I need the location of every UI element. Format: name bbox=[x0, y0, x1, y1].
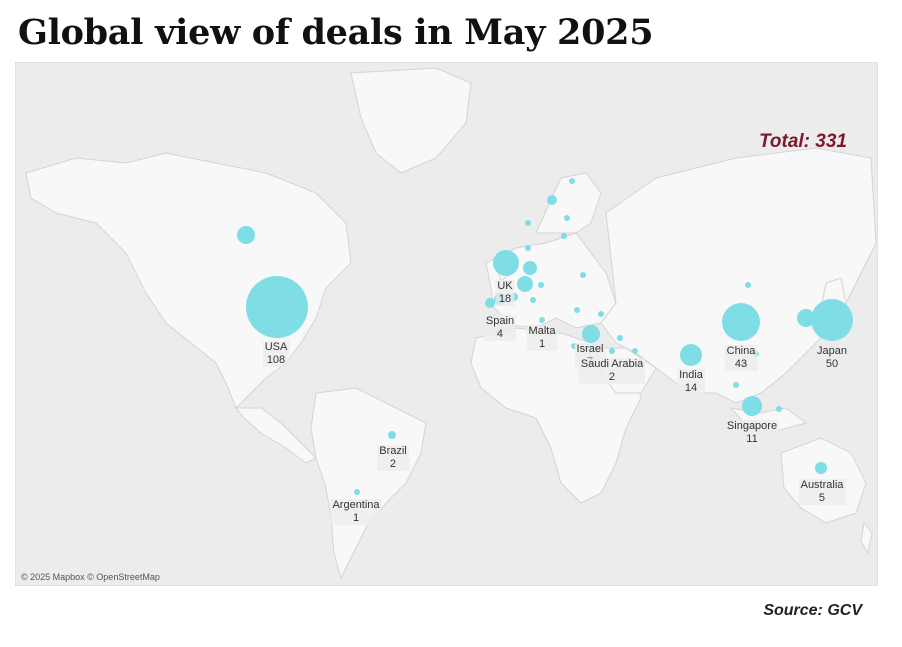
country-count: 14 bbox=[677, 382, 705, 395]
country-name: Saudi Arabia bbox=[578, 358, 646, 371]
country-count: 50 bbox=[815, 358, 849, 371]
bubble-malaysia bbox=[733, 382, 739, 388]
country-label[interactable]: Saudi Arabia 2 bbox=[578, 358, 646, 384]
bubble-greece bbox=[574, 307, 580, 313]
bubble-canada bbox=[237, 226, 255, 244]
country-count: 2 bbox=[377, 458, 409, 471]
bubble-italy bbox=[530, 297, 536, 303]
country-count: 1 bbox=[526, 338, 558, 351]
landmass-new-zealand bbox=[860, 521, 873, 555]
deal-bubbles bbox=[237, 178, 853, 495]
bubble-norway bbox=[525, 220, 531, 226]
map-canvas bbox=[25, 67, 877, 580]
bubble-china bbox=[722, 303, 760, 341]
country-label[interactable]: Malta 1 bbox=[526, 325, 558, 351]
bubble-denmark bbox=[525, 245, 531, 251]
bubble-austria bbox=[538, 282, 544, 288]
country-label[interactable]: China 43 bbox=[724, 345, 758, 371]
country-name: UK bbox=[495, 280, 515, 293]
bubble-turkey bbox=[598, 311, 604, 317]
country-name: China bbox=[724, 345, 758, 358]
bubble-australia bbox=[815, 462, 827, 474]
country-label[interactable]: UK 18 bbox=[495, 280, 515, 306]
country-count: 11 bbox=[724, 433, 780, 446]
bubble-qatar bbox=[617, 335, 623, 341]
country-count: 18 bbox=[495, 293, 515, 306]
country-label[interactable]: Brazil 2 bbox=[377, 445, 409, 471]
country-count: 2 bbox=[578, 371, 646, 384]
bubble-japan bbox=[811, 299, 853, 341]
country-name: Singapore bbox=[724, 420, 780, 433]
landmass-scandinavia bbox=[535, 172, 602, 234]
bubble-argentina bbox=[354, 489, 360, 495]
bubble-korea bbox=[797, 309, 815, 327]
bubble-spain bbox=[485, 298, 495, 308]
country-name: Argentina bbox=[330, 499, 382, 512]
country-count: 43 bbox=[724, 358, 758, 371]
country-name: Spain bbox=[483, 315, 517, 328]
country-name: USA bbox=[262, 341, 290, 354]
bubble-uk bbox=[493, 250, 519, 276]
country-label[interactable]: Argentina 1 bbox=[330, 499, 382, 525]
bubble-indonesia bbox=[776, 406, 782, 412]
bubble-usa bbox=[246, 276, 308, 338]
country-label[interactable]: Japan 50 bbox=[815, 345, 849, 371]
page-title: Global view of deals in May 2025 bbox=[18, 12, 654, 53]
bubble-malta bbox=[539, 317, 545, 323]
country-count: 5 bbox=[798, 492, 846, 505]
map-attribution[interactable]: © 2025 Mapbox © OpenStreetMap bbox=[21, 572, 160, 582]
country-label[interactable]: Spain 4 bbox=[483, 315, 517, 341]
bubble-estonia bbox=[564, 215, 570, 221]
bubble-sweden bbox=[547, 195, 557, 205]
landmass-asia bbox=[600, 147, 877, 404]
country-name: Israel bbox=[574, 343, 606, 356]
country-name: Brazil bbox=[377, 445, 409, 458]
bubble-singapore bbox=[742, 396, 762, 416]
bubble-hungary bbox=[580, 272, 586, 278]
bubble-finland bbox=[569, 178, 575, 184]
bubble-kazakhstan bbox=[745, 282, 751, 288]
country-count: 4 bbox=[483, 328, 517, 341]
landmass-north-america bbox=[25, 152, 352, 409]
bubble-germany bbox=[517, 276, 533, 292]
country-label[interactable]: Australia 5 bbox=[798, 479, 846, 505]
country-label[interactable]: USA 108 bbox=[262, 341, 290, 367]
bubble-netherlands bbox=[523, 261, 537, 275]
country-count: 1 bbox=[330, 512, 382, 525]
landmass-greenland bbox=[350, 67, 472, 174]
country-name: India bbox=[677, 369, 705, 382]
bubble-poland bbox=[561, 233, 567, 239]
bubble-israel bbox=[582, 325, 600, 343]
bubble-brazil bbox=[388, 431, 396, 439]
source-note: Source: GCV bbox=[763, 602, 862, 619]
country-name: Malta bbox=[526, 325, 558, 338]
landmass-central-america bbox=[234, 407, 317, 464]
country-label[interactable]: Singapore 11 bbox=[724, 420, 780, 446]
bubble-uae bbox=[632, 348, 638, 354]
bubble-india bbox=[680, 344, 702, 366]
world-map[interactable]: Total: 331 USA 108 UK 18 Spain 4 Malta 1… bbox=[15, 62, 878, 586]
country-name: Australia bbox=[798, 479, 846, 492]
landmass-south-america bbox=[310, 387, 427, 580]
country-count: 108 bbox=[262, 354, 290, 367]
country-name: Japan bbox=[815, 345, 849, 358]
total-label: Total: 331 bbox=[759, 131, 847, 152]
country-label[interactable]: India 14 bbox=[677, 369, 705, 395]
bubble-saudi bbox=[609, 348, 615, 354]
